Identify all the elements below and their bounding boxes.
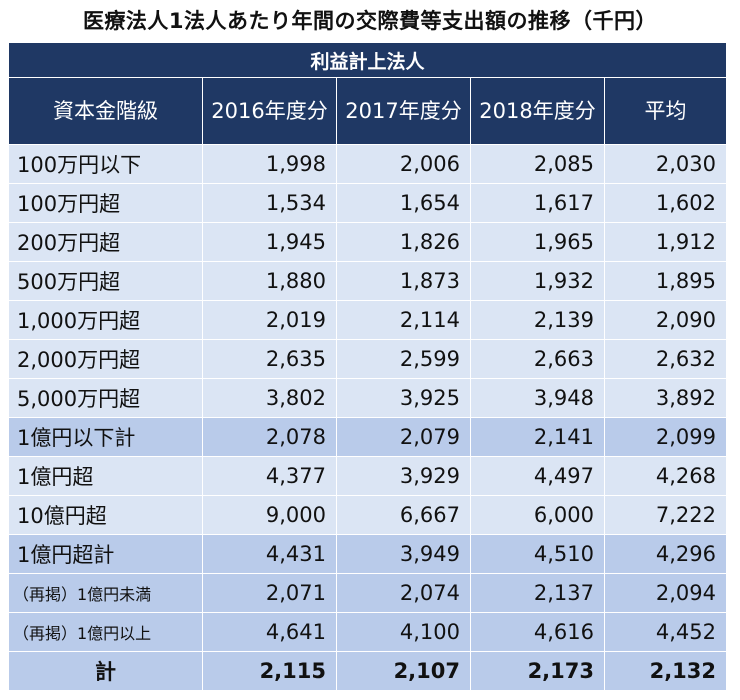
expense-table: 利益計上法人 資本金階級 2016年度分 2017年度分 2018年度分 平均 … xyxy=(7,42,728,691)
row-label: 500万円超 xyxy=(8,261,203,301)
row-label: （再掲）1億円以上 xyxy=(8,612,203,652)
table-cell: 6,000 xyxy=(470,495,605,535)
table-row: 1億円超 4,377 3,929 4,497 4,268 xyxy=(8,456,728,496)
row-label: 100万円以下 xyxy=(8,144,203,184)
table-cell: 1,880 xyxy=(202,261,337,301)
table-cell: 4,497 xyxy=(470,456,605,496)
column-header-2018: 2018年度分 xyxy=(470,77,605,145)
table-cell: 2,132 xyxy=(603,651,728,691)
table-row: 5,000万円超 3,802 3,925 3,948 3,892 xyxy=(8,378,728,418)
table-row: 計 2,115 2,107 2,173 2,132 xyxy=(8,651,728,691)
table-row: （再掲）1億円未満 2,071 2,074 2,137 2,094 xyxy=(8,573,728,613)
table-cell: 4,452 xyxy=(603,612,728,652)
table-cell: 2,599 xyxy=(336,339,471,379)
table-row: 2,000万円超 2,635 2,599 2,663 2,632 xyxy=(8,339,728,379)
table-row: 200万円超 1,945 1,826 1,965 1,912 xyxy=(8,222,728,262)
table-cell: 2,071 xyxy=(202,573,337,613)
table-cell: 1,534 xyxy=(202,183,337,223)
row-label: 10億円超 xyxy=(8,495,203,535)
table-cell: 1,965 xyxy=(470,222,605,262)
table-cell: 3,802 xyxy=(202,378,337,418)
table-cell: 9,000 xyxy=(202,495,337,535)
row-label: 1,000万円超 xyxy=(8,300,203,340)
table-cell: 2,115 xyxy=(202,651,337,691)
table-cell: 2,137 xyxy=(470,573,605,613)
table-cell: 2,094 xyxy=(603,573,728,613)
table-cell: 2,114 xyxy=(336,300,471,340)
table-cell: 4,431 xyxy=(202,534,337,574)
table-cell: 1,932 xyxy=(470,261,605,301)
table-cell: 1,873 xyxy=(336,261,471,301)
table-cell: 2,085 xyxy=(470,144,605,184)
table-body: 100万円以下 1,998 2,006 2,085 2,030 100万円超 1,534 1,… xyxy=(8,144,728,691)
table-cell: 2,074 xyxy=(336,573,471,613)
row-label: 計 xyxy=(8,651,203,691)
table-row: 1億円超計 4,431 3,949 4,510 4,296 xyxy=(8,534,728,574)
row-label: 2,000万円超 xyxy=(8,339,203,379)
table-cell: 1,912 xyxy=(603,222,728,262)
table-cell: 3,949 xyxy=(336,534,471,574)
table-cell: 2,141 xyxy=(470,417,605,457)
table-cell: 4,641 xyxy=(202,612,337,652)
table-cell: 3,948 xyxy=(470,378,605,418)
table-cell: 2,078 xyxy=(202,417,337,457)
table-cell: 2,173 xyxy=(470,651,605,691)
table-cell: 2,139 xyxy=(470,300,605,340)
table-row: 500万円超 1,880 1,873 1,932 1,895 xyxy=(8,261,728,301)
table-row: 100万円超 1,534 1,654 1,617 1,602 xyxy=(8,183,728,223)
table-cell: 4,296 xyxy=(603,534,728,574)
column-header-2016: 2016年度分 xyxy=(202,77,337,145)
table-cell: 6,667 xyxy=(336,495,471,535)
table-cell: 4,377 xyxy=(202,456,337,496)
table-cell: 4,616 xyxy=(470,612,605,652)
table-cell: 2,107 xyxy=(336,651,471,691)
row-label: 100万円超 xyxy=(8,183,203,223)
table-cell: 2,006 xyxy=(336,144,471,184)
page-title: 医療法人1法人あたり年間の交際費等支出額の推移（千円） xyxy=(82,9,658,33)
row-label: （再掲）1億円未満 xyxy=(8,573,203,613)
table-cell: 1,895 xyxy=(603,261,728,301)
table-row: 1,000万円超 2,019 2,114 2,139 2,090 xyxy=(8,300,728,340)
table-cell: 2,090 xyxy=(603,300,728,340)
table-cell: 2,635 xyxy=(202,339,337,379)
table-row: 10億円超 9,000 6,667 6,000 7,222 xyxy=(8,495,728,535)
table-cell: 1,654 xyxy=(336,183,471,223)
table-cell: 1,945 xyxy=(202,222,337,262)
row-label: 5,000万円超 xyxy=(8,378,203,418)
row-label: 1億円超計 xyxy=(8,534,203,574)
column-header-2017: 2017年度分 xyxy=(336,77,471,145)
table-cell: 2,030 xyxy=(603,144,728,184)
table-cell: 1,826 xyxy=(336,222,471,262)
table-cell: 2,019 xyxy=(202,300,337,340)
row-label: 1億円超 xyxy=(8,456,203,496)
table-row: （再掲）1億円以上 4,641 4,100 4,616 4,452 xyxy=(8,612,728,652)
table-cell: 3,892 xyxy=(603,378,728,418)
column-header-capital-class: 資本金階級 xyxy=(8,77,203,145)
table-cell: 7,222 xyxy=(603,495,728,535)
table-cell: 4,100 xyxy=(336,612,471,652)
table-cell: 3,925 xyxy=(336,378,471,418)
table-band-header: 利益計上法人 xyxy=(7,42,728,78)
table-cell: 1,617 xyxy=(470,183,605,223)
table-cell: 4,510 xyxy=(470,534,605,574)
table-cell: 3,929 xyxy=(336,456,471,496)
table-cell: 1,998 xyxy=(202,144,337,184)
table-cell: 1,602 xyxy=(603,183,728,223)
table-cell: 2,079 xyxy=(336,417,471,457)
table-cell: 2,099 xyxy=(603,417,728,457)
table-cell: 4,268 xyxy=(603,456,728,496)
row-label: 1億円以下計 xyxy=(8,417,203,457)
table-cell: 2,663 xyxy=(470,339,605,379)
table-row: 1億円以下計 2,078 2,079 2,141 2,099 xyxy=(8,417,728,457)
column-header-average: 平均 xyxy=(603,77,728,145)
row-label: 200万円超 xyxy=(8,222,203,262)
table-row: 100万円以下 1,998 2,006 2,085 2,030 xyxy=(8,144,728,184)
table-cell: 2,632 xyxy=(603,339,728,379)
